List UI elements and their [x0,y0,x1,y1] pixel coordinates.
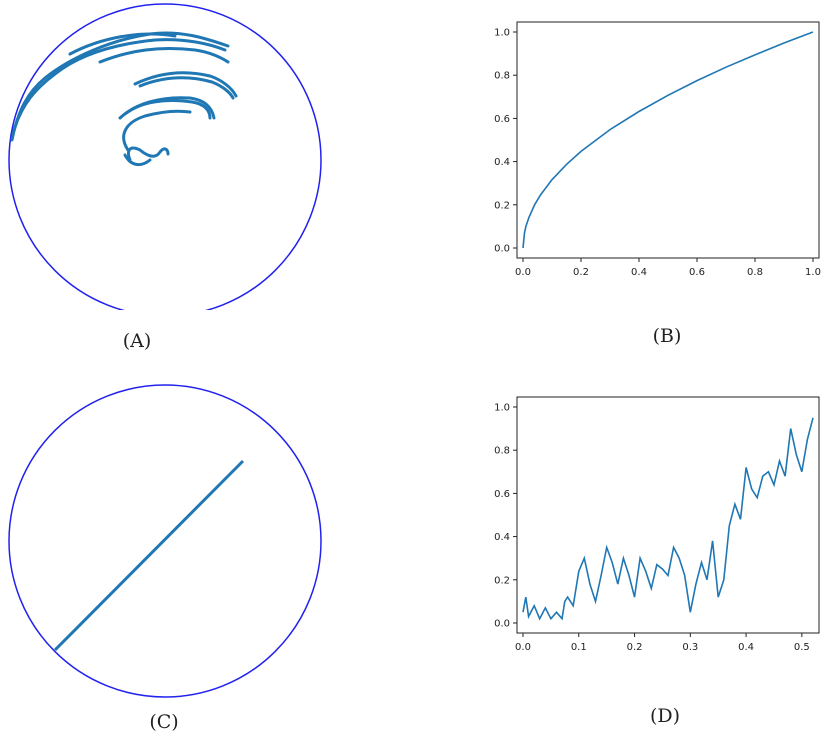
panel-b: 0.0 0.2 0.4 0.6 0.8 1.0 0.0 0.2 0.4 0.6 0.8 1.0 [475,20,823,280]
x-tick-label: 0.5 [794,642,810,653]
y-tick-label: 0.4 [494,157,510,168]
axes-frame [516,396,820,634]
x-tick-label: 0.4 [738,642,754,653]
spiral-stroke [123,153,152,167]
x-tick-label: 0.2 [627,642,643,653]
x-tick-label: 0.0 [515,267,531,278]
data-line [522,417,814,621]
y-tick-label: 0.2 [494,200,510,211]
panel-a-figure [8,3,322,317]
panel-c [0,370,330,700]
spiral-stroke [98,47,230,64]
panel-d: 0.0 0.1 0.2 0.3 0.4 0.5 0.0 0.2 0.4 0.6 0.8 1.0 [475,395,823,655]
caption-a: (A) [122,330,152,352]
spiral-stroke [123,99,212,120]
y-tick-label: 0.0 [494,619,510,630]
chart-d: 0.0 0.1 0.2 0.3 0.4 0.5 0.0 0.2 0.4 0.6 0.8 1.0 [494,396,820,653]
panel-c-figure [8,384,322,698]
spiral-stroke [10,31,230,142]
x-tick-label: 0.3 [682,642,698,653]
y-tick-label: 1.0 [494,28,510,39]
spiral-stroke [122,109,192,152]
y-tick-label: 0.6 [494,114,510,125]
caption-c: (C) [149,711,179,733]
axes-frame [516,21,820,259]
caption-b: (B) [652,325,682,347]
spiral-stroke [126,146,170,162]
y-tick-label: 0.8 [494,71,510,82]
spiral-path [10,31,238,167]
x-tick-label: 0.1 [571,642,587,653]
y-tick-label: 0.0 [494,244,510,255]
chart-b: 0.0 0.2 0.4 0.6 0.8 1.0 0.0 0.2 0.4 0.6 0.8 1.0 [494,21,821,278]
y-tick-label: 1.0 [494,403,510,414]
x-tick-label: 0.8 [747,267,763,278]
chord-path [53,459,245,652]
y-tick-label: 0.2 [494,575,510,586]
spiral-stroke [68,32,177,56]
panel-a [0,0,330,317]
spiral-stroke [12,38,227,132]
y-tick-label: 0.8 [494,446,510,457]
x-tick-label: 0.6 [689,267,705,278]
x-tick-label: 0.4 [631,267,647,278]
y-tick-label: 0.6 [494,489,510,500]
x-tick-label: 0.2 [573,267,589,278]
caption-d: (D) [649,705,681,727]
spiral-stroke [138,76,235,100]
x-tick-label: 0.0 [515,642,531,653]
y-tick-label: 0.4 [494,532,510,543]
x-tick-label: 1.0 [805,267,821,278]
data-line [522,31,814,249]
unit-circle [8,384,322,698]
spiral-stroke [133,71,238,98]
